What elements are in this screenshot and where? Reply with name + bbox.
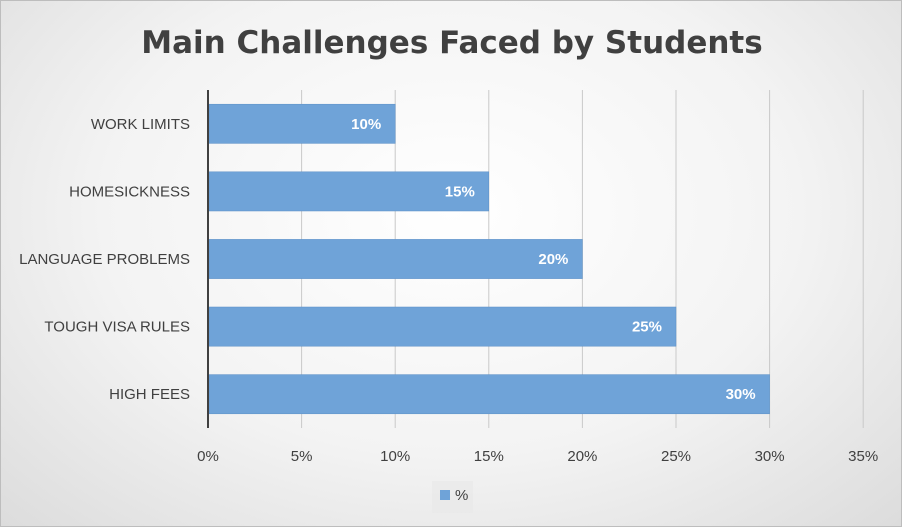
data-label: 30%	[726, 386, 756, 403]
tick-label: 30%	[755, 448, 785, 465]
x-axis-ticks: 0% 5% 10% 15% 20% 25% 30% 35%	[197, 448, 878, 465]
bar	[208, 306, 677, 347]
tick-label: 25%	[661, 448, 691, 465]
chart-title: Main Challenges Faced by Students	[141, 25, 762, 61]
legend-label: %	[455, 487, 468, 504]
bar	[208, 374, 770, 415]
tick-label: 15%	[474, 448, 504, 465]
tick-label: 35%	[848, 448, 878, 465]
category-label: TOUGH VISA RULES	[44, 319, 190, 336]
tick-label: 10%	[380, 448, 410, 465]
data-label: 15%	[445, 183, 475, 200]
category-label: WORK LIMITS	[91, 116, 190, 133]
category-label: LANGUAGE PROBLEMS	[19, 251, 190, 268]
category-label: HOMESICKNESS	[69, 183, 190, 200]
legend-box	[432, 481, 473, 513]
tick-label: 5%	[291, 448, 313, 465]
data-label: 25%	[632, 319, 662, 336]
bar	[208, 239, 583, 279]
tick-label: 0%	[197, 448, 219, 465]
data-label: 20%	[538, 251, 568, 268]
legend-swatch	[440, 490, 450, 500]
category-label: HIGH FEES	[109, 386, 190, 403]
bars: 10% 15% 20% 25% 30%	[208, 103, 770, 415]
data-label: 10%	[351, 116, 381, 133]
tick-label: 20%	[567, 448, 597, 465]
legend: %	[432, 481, 473, 513]
bar	[208, 171, 490, 212]
category-labels: WORK LIMITS HOMESICKNESS LANGUAGE PROBLEMS…	[19, 116, 190, 403]
